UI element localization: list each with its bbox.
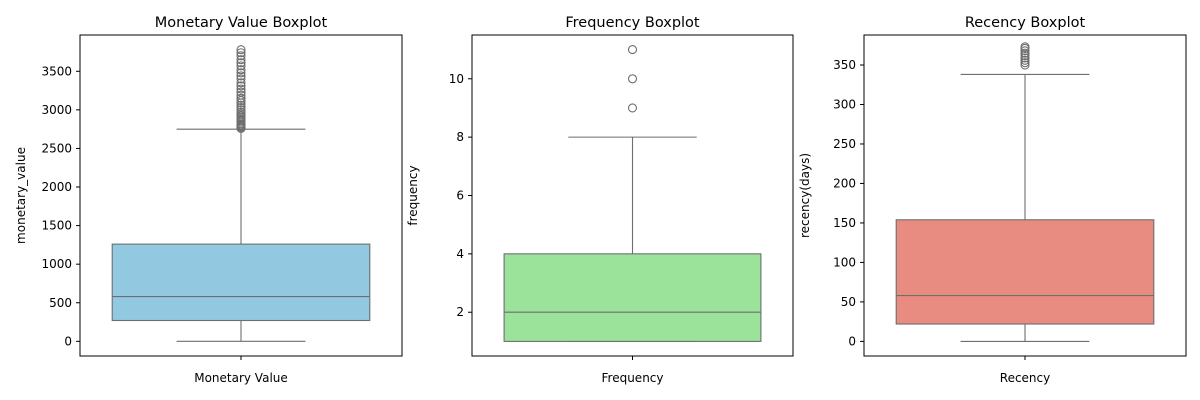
monetary-y-tick-label: 0 [64,334,72,348]
recency-outlier-point [1020,60,1030,70]
monetary-outlier-point [236,68,246,78]
monetary-outlier-point [236,48,246,58]
recency-x-axis-label: Recency [1000,371,1050,385]
frequency-outlier-point [627,45,638,55]
recency-outlier-point [1020,55,1030,65]
frequency-outlier-point [627,103,638,113]
frequency-chart-title: Frequency Boxplot [565,15,700,31]
frequency-y-tick-label: 6 [456,189,464,203]
frequency-y-tick-label: 8 [456,130,464,144]
recency-y-tick-label: 250 [833,137,856,151]
recency-boxplot-panel: 0 50 100 150 200 250 300 350 Recency Boxplot Rece… [798,15,1187,385]
recency-outlier-point [1020,48,1030,58]
recency-box [895,219,1155,325]
monetary-outlier-point [236,81,246,91]
monetary-outlier-point [236,58,246,68]
frequency-y-tick-label: 2 [456,305,464,319]
recency-y-tick-label: 150 [833,216,856,230]
recency-outlier-point [1020,58,1030,68]
monetary-y-tick-label: 3500 [41,64,72,78]
monetary-boxplot-panel: 0 500 1000 1500 2000 2500 3000 3500 Monetary Val… [14,15,403,385]
recency-outlier-point [1020,42,1030,52]
monetary-y-tick-label: 1000 [41,257,72,271]
frequency-box [503,253,762,342]
monetary-box [111,243,371,322]
monetary-outlier-point [236,78,246,88]
monetary-outlier-point [236,74,246,84]
monetary-x-axis-label: Monetary Value [194,371,288,385]
monetary-y-axis-label: monetary_value [14,147,28,244]
frequency-x-axis-label: Frequency [602,371,664,385]
recency-chart-title: Recency Boxplot [965,15,1086,31]
monetary-y-tick-label: 1500 [41,219,72,233]
recency-y-tick-label: 200 [833,176,856,190]
monetary-outlier-point [236,55,246,65]
monetary-y-tick-label: 500 [49,296,72,310]
recency-outlier-point [1020,46,1030,56]
monetary-y-tick-label: 2500 [41,141,72,155]
monetary-outlier-point [236,51,246,61]
monetary-outlier-point [236,107,246,117]
recency-y-tick-label: 0 [848,334,856,348]
recency-outlier-point [1020,50,1030,61]
monetary-outlier-point [236,90,246,100]
monetary-outlier-point [236,87,246,97]
recency-y-tick-label: 300 [833,97,856,111]
monetary-outlier-point [236,71,246,81]
monetary-outlier-point [236,100,246,110]
recency-y-tick-label: 50 [841,295,856,309]
recency-y-axis-label: recency(days) [798,153,812,238]
monetary-chart-title: Monetary Value Boxplot [155,15,328,31]
monetary-outlier-point [236,84,246,94]
monetary-outlier-point [236,45,246,55]
recency-outlier-point [1020,53,1030,63]
monetary-outlier-point [236,65,246,75]
frequency-outlier-point [627,74,638,84]
monetary-outlier-point [236,61,246,71]
monetary-y-tick-label: 2000 [41,180,72,194]
frequency-y-axis-label: frequency [406,165,420,225]
frequency-y-tick-label: 4 [456,247,464,261]
monetary-outlier-point [236,102,246,113]
monetary-outlier-point [236,105,246,115]
monetary-outlier-point [236,93,246,103]
recency-y-tick-label: 100 [833,255,856,269]
recency-y-tick-label: 350 [833,58,856,72]
frequency-y-tick-label: 10 [449,72,464,86]
frequency-boxplot-panel: 2 4 6 8 10 Frequency Boxplot Frequency frequenc… [406,15,794,385]
monetary-y-tick-label: 3000 [41,103,72,117]
